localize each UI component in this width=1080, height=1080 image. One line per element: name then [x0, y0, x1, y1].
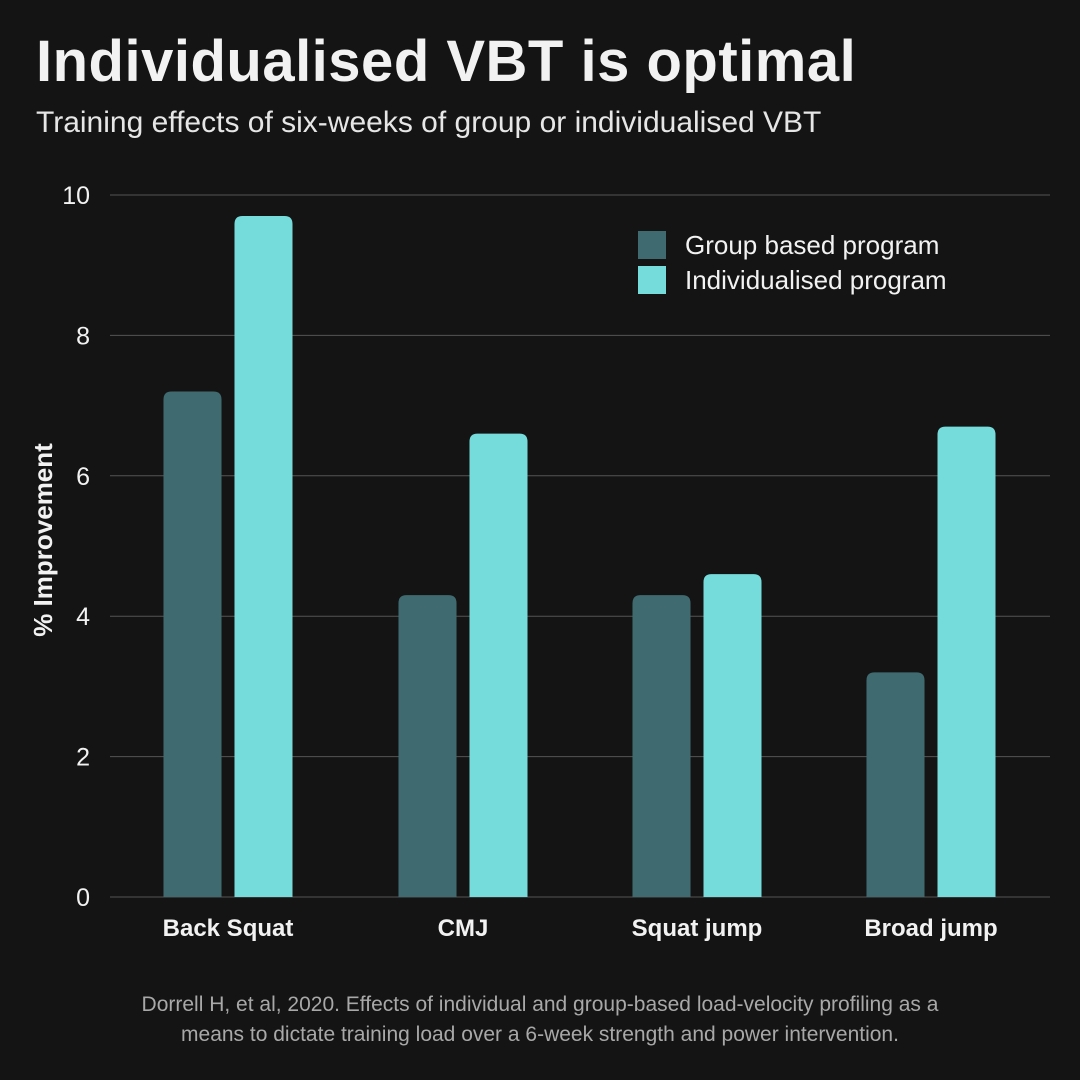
page-title: Individualised VBT is optimal [36, 29, 857, 94]
x-tick-label: Broad jump [864, 915, 997, 942]
bar-group-based [632, 595, 691, 897]
x-tick-label: CMJ [438, 915, 489, 942]
source-line-2: means to dictate training load over a 6-… [181, 1023, 899, 1046]
bar-group-based [398, 595, 457, 897]
bar-individualised [234, 216, 293, 897]
bar-group-based [163, 391, 222, 897]
y-tick-label: 10 [62, 182, 90, 210]
bar-individualised [469, 433, 528, 897]
legend-swatch [638, 231, 666, 259]
source-line-1: Dorrell H, et al, 2020. Effects of indiv… [141, 993, 939, 1016]
page-subtitle: Training effects of six-weeks of group o… [36, 106, 822, 139]
y-tick-label: 8 [76, 322, 90, 350]
x-tick-label: Back Squat [163, 915, 294, 942]
legend-label: Group based program [685, 230, 939, 260]
bar-individualised [937, 426, 996, 897]
y-tick-label: 2 [76, 744, 90, 772]
bar-group-based [866, 672, 925, 897]
y-tick-label: 0 [76, 884, 90, 912]
legend-label: Individualised program [685, 265, 947, 295]
y-tick-label: 4 [76, 603, 90, 631]
bar-individualised [703, 574, 762, 897]
y-axis-label: % Improvement [28, 443, 58, 637]
y-tick-label: 6 [76, 463, 90, 491]
legend-swatch [638, 266, 666, 294]
x-tick-label: Squat jump [632, 915, 763, 942]
source-citation: Dorrell H, et al, 2020. Effects of indiv… [0, 990, 1080, 1050]
